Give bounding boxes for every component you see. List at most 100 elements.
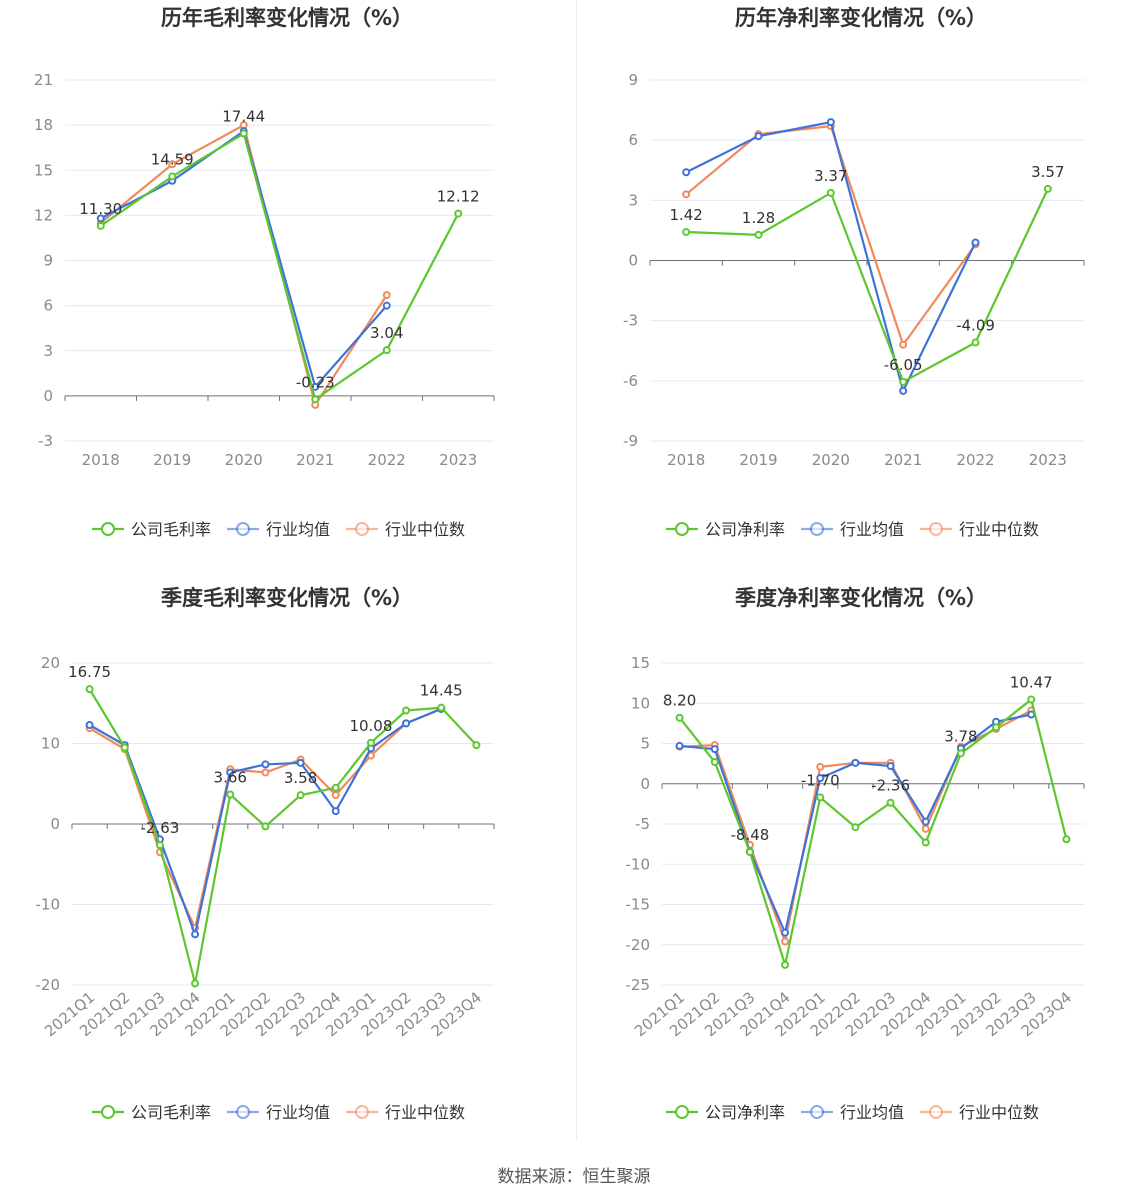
- x-tick-label: 2020: [225, 451, 263, 469]
- data-label: 3.66: [214, 769, 247, 787]
- data-point-company: [886, 798, 895, 807]
- data-point-company: [971, 338, 980, 347]
- series-line-industry_avg: [100, 129, 388, 390]
- chart-title: 历年净利率变化情况（%）: [735, 6, 987, 30]
- x-tick-label: 2018: [82, 451, 120, 469]
- data-point-industry_avg: [96, 214, 105, 223]
- data-label: 3.58: [284, 769, 317, 787]
- data-point-industry_median: [682, 190, 691, 199]
- data-point-industry_avg: [710, 745, 719, 754]
- legend-marker: [675, 1105, 689, 1119]
- y-tick-label: 6: [43, 297, 53, 315]
- data-point-industry_avg: [382, 301, 391, 310]
- data-point-industry_avg: [921, 817, 930, 826]
- data-point-company: [851, 823, 860, 832]
- data-point-industry_avg: [886, 762, 895, 771]
- legend-marker: [810, 1105, 824, 1119]
- series-line-industry_median: [685, 124, 977, 348]
- legend-marker: [355, 1105, 369, 1119]
- data-label: 11.30: [79, 200, 122, 218]
- y-tick-label: 10: [41, 735, 60, 753]
- data-point-company: [745, 848, 754, 857]
- data-point-company: [816, 793, 825, 802]
- data-point-company: [781, 960, 790, 969]
- data-point-company: [402, 706, 411, 715]
- data-label: -8.48: [731, 826, 770, 844]
- data-point-company: [226, 790, 235, 799]
- y-tick-label: -6: [623, 372, 638, 390]
- data-point-company: [296, 791, 305, 800]
- data-label: 1.28: [742, 209, 775, 227]
- data-point-industry_avg: [754, 132, 763, 141]
- data-point-industry_avg: [226, 768, 235, 777]
- y-tick-label: -15: [626, 896, 651, 914]
- chart-annual-gross-margin: 历年毛利率变化情况（%） -3 0 3 6 9 12 15 18 21 2018 2019 2020 20…: [0, 0, 574, 580]
- legend-item: 行业均值: [227, 1103, 330, 1122]
- y-tick-label: 0: [628, 252, 638, 270]
- y-tick-label: -3: [623, 312, 638, 330]
- data-point-industry_avg: [826, 118, 835, 127]
- data-point-company: [754, 230, 763, 239]
- data-point-company: [382, 346, 391, 355]
- legend-label: 行业中位数: [959, 520, 1039, 539]
- y-tick-label: 18: [34, 116, 53, 134]
- y-tick-label: -9: [623, 432, 638, 450]
- y-tick-label: -20: [36, 976, 61, 994]
- legend-marker: [675, 522, 689, 536]
- data-point-company: [826, 188, 835, 197]
- y-tick-label: 0: [43, 387, 53, 405]
- chart-quarterly-net-margin: 季度净利率变化情况（%） -25 -20 -15 -10 -5 0 5 10 15 2021Q1 20…: [574, 580, 1148, 1160]
- legend-marker: [236, 522, 250, 536]
- data-label: 10.08: [349, 717, 392, 735]
- y-tick-label: 6: [628, 131, 638, 149]
- legend-item: 行业均值: [227, 520, 330, 539]
- data-label: -6.05: [884, 356, 923, 374]
- legend-item: 公司毛利率: [92, 520, 211, 539]
- y-tick-label: 21: [34, 71, 53, 89]
- chart-quarterly-gross-margin: 季度毛利率变化情况（%） -20 -10 0 10 20 2021Q1 2021Q2 2021Q…: [0, 580, 574, 1160]
- data-point-company: [366, 738, 375, 747]
- data-point-industry_avg: [85, 720, 94, 729]
- data-point-company: [331, 783, 340, 792]
- data-point-company: [682, 228, 691, 237]
- y-tick-label: -20: [626, 936, 651, 954]
- data-point-industry_avg: [191, 930, 200, 939]
- data-point-industry_avg: [971, 238, 980, 247]
- data-point-company: [96, 221, 105, 230]
- data-point-industry_avg: [781, 928, 790, 937]
- data-point-industry_median: [781, 937, 790, 946]
- legend-item: 公司毛利率: [92, 1103, 211, 1122]
- data-point-company: [1043, 184, 1052, 193]
- data-point-company: [899, 377, 908, 386]
- data-label: 17.44: [222, 108, 265, 126]
- data-label: -4.09: [956, 317, 995, 335]
- legend-label: 行业中位数: [385, 520, 465, 539]
- series-line-company: [678, 697, 1068, 970]
- y-tick-label: 9: [628, 71, 638, 89]
- data-point-company: [472, 741, 481, 750]
- chart-annual-net-margin: 历年净利率变化情况（%） -9 -6 -3 0 3 6 9 2018 2019 2020 2021 20…: [574, 0, 1148, 580]
- legend-item: 行业中位数: [346, 1103, 465, 1122]
- data-point-company: [921, 838, 930, 847]
- chart-svg: 季度净利率变化情况（%）-25-20-15-10-50510152021Q120…: [626, 586, 1085, 1122]
- legend-label: 公司净利率: [705, 1103, 785, 1122]
- legend-label: 行业均值: [266, 520, 330, 539]
- data-point-industry_avg: [675, 741, 684, 750]
- x-tick-label: 2021: [884, 451, 922, 469]
- x-tick-label: 2019: [153, 451, 191, 469]
- legend-marker: [810, 522, 824, 536]
- data-label: -1.70: [801, 771, 840, 789]
- data-label: 8.20: [663, 692, 696, 710]
- y-tick-label: 0: [50, 815, 60, 833]
- y-tick-label: -5: [635, 815, 650, 833]
- x-tick-label: 2022: [956, 451, 994, 469]
- data-label: 3.57: [1031, 163, 1064, 181]
- data-label: 14.59: [151, 150, 194, 168]
- data-point-industry_avg: [402, 719, 411, 728]
- y-tick-label: 12: [34, 206, 53, 224]
- data-point-company: [1027, 695, 1036, 704]
- y-tick-label: 20: [41, 654, 60, 672]
- x-tick-label: 2022: [368, 451, 406, 469]
- data-point-company: [120, 743, 129, 752]
- legend-label: 行业中位数: [385, 1103, 465, 1122]
